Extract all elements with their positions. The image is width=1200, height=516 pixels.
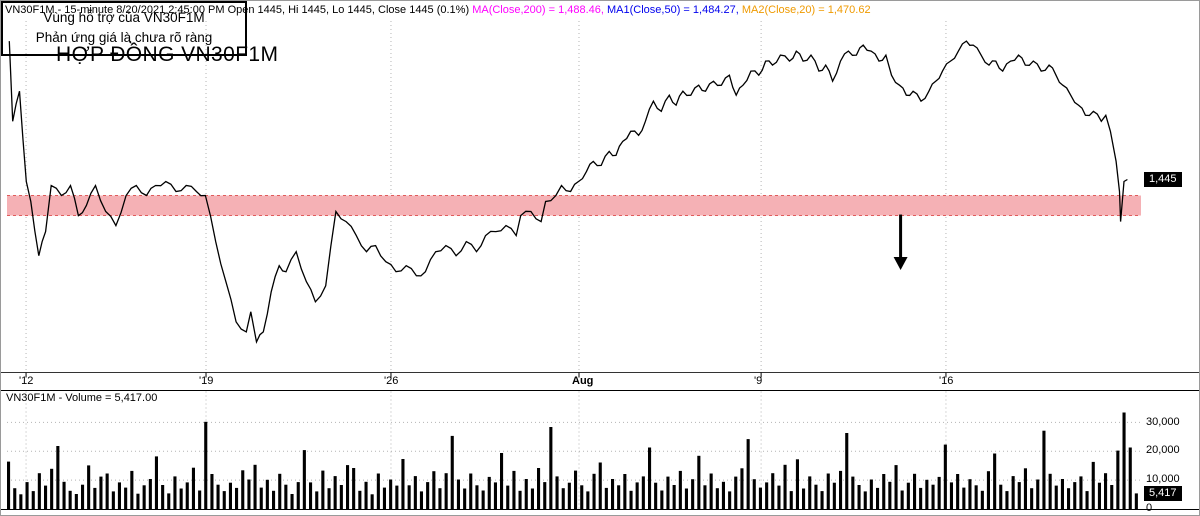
support-zone (7, 194, 1141, 217)
ma200-value-text: MA(Close,200) = 1,488.46, (472, 4, 608, 16)
annotation-box[interactable]: Vùng hỗ trợ của VN30F1M Phản ứng giá là … (1, 1, 247, 56)
volume-bars (7, 412, 1138, 509)
volume-ytick-10000: 10,000 (1146, 473, 1180, 485)
x-axis-label-12: '12 (19, 375, 34, 387)
x-axis-label-9: '9 (754, 375, 763, 387)
annotation-line2: Phản ứng giá là chưa rõ ràng (35, 30, 213, 46)
x-axis-label-16: '16 (939, 375, 954, 387)
annotation-line1: Vùng hỗ trợ của VN30F1M (43, 10, 205, 25)
price-line (8, 40, 1128, 344)
gridlines (7, 21, 1141, 509)
last-price-label: 1,445 (1144, 172, 1182, 187)
volume-ytick-30000: 30,000 (1146, 416, 1180, 428)
x-axis-label-26: '26 (384, 375, 399, 387)
last-volume-label: 5,417 (1144, 486, 1182, 501)
volume-ytick-20000: 20,000 (1146, 444, 1180, 456)
axis-lines (1, 372, 1199, 510)
volume-ytick-0: 0 (1146, 502, 1153, 514)
chart-title: HỢP ĐỒNG VN30F1M (56, 43, 279, 66)
annotation-arrow (893, 214, 908, 270)
ma50-value-text: MA1(Close,50) = 1,484.27, (607, 4, 742, 16)
x-axis-label-19: '19 (199, 375, 214, 387)
ma20-value-text: MA2(Close,20) = 1,470.62 (741, 4, 871, 16)
x-axis-label-aug: Aug (572, 375, 594, 387)
chart-header: VN30F1M - 15-minute 8/20/2021 2:45:00 PM… (5, 4, 871, 16)
symbol-ohlc-text: VN30F1M - 15-minute 8/20/2021 2:45:00 PM… (5, 4, 473, 16)
volume-panel-header: VN30F1M - Volume = 5,417.00 (6, 392, 158, 404)
